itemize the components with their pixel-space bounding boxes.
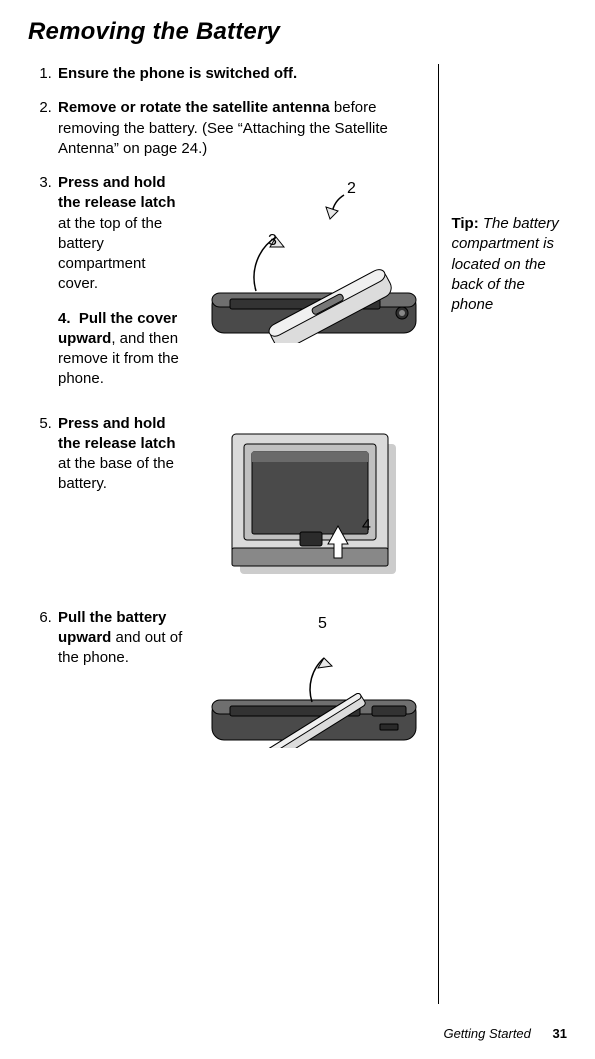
step-2: Remove or rotate the satellite antenna b… xyxy=(56,98,426,159)
figure-2: 4 xyxy=(214,414,414,584)
step-6-text: Pull the battery upward and out of the p… xyxy=(58,608,188,669)
step-3-4-text: Press and hold the release latch at the … xyxy=(58,173,188,390)
step-3-4-row: Press and hold the release latch at the … xyxy=(58,173,426,390)
figure-1-col: 2 3 xyxy=(202,173,426,343)
figure-3-label-5: 5 xyxy=(318,615,327,632)
step-6-row: Pull the battery upward and out of the p… xyxy=(58,608,426,748)
footer: Getting Started 31 xyxy=(443,1026,567,1041)
step-3: Press and hold the release latch at the … xyxy=(56,173,426,390)
figure-1: 2 3 xyxy=(204,173,424,343)
figure-2-col: 4 xyxy=(202,414,426,584)
footer-page: 31 xyxy=(553,1026,567,1041)
step-1-bold: Ensure the phone is switched off. xyxy=(58,65,297,82)
step-5-rest: at the base of the battery. xyxy=(58,455,174,492)
step-6: Pull the battery upward and out of the p… xyxy=(56,608,426,748)
tip: Tip: The battery compartment is located … xyxy=(451,214,567,315)
main-column: Ensure the phone is switched off. Remove… xyxy=(28,64,439,1004)
step-2-bold: Remove or rotate the satellite antenna xyxy=(58,99,330,116)
tip-column: Tip: The battery compartment is located … xyxy=(439,64,567,1004)
figure-1-label-3: 3 xyxy=(268,232,277,249)
figure-3: 5 xyxy=(204,608,424,748)
figure-2-label-4: 4 xyxy=(362,517,371,534)
figure-3-col: 5 xyxy=(202,608,426,748)
step-5: Press and hold the release latch at the … xyxy=(56,414,426,584)
step-1: Ensure the phone is switched off. xyxy=(56,64,426,84)
step-4-number: 4. xyxy=(58,310,79,327)
step-3-bold: Press and hold the release latch xyxy=(58,174,176,211)
footer-section: Getting Started xyxy=(443,1026,530,1041)
figure-1-label-2: 2 xyxy=(347,180,356,197)
page: Removing the Battery Ensure the phone is… xyxy=(0,0,595,1059)
step-5-row: Press and hold the release latch at the … xyxy=(58,414,426,584)
step-5-text: Press and hold the release latch at the … xyxy=(58,414,188,495)
content-row: Ensure the phone is switched off. Remove… xyxy=(28,64,567,1004)
step-3-rest: at the top of the battery compartment co… xyxy=(58,215,162,293)
steps-list: Ensure the phone is switched off. Remove… xyxy=(28,64,426,748)
tip-label: Tip: xyxy=(451,215,478,232)
step-5-bold: Press and hold the release latch xyxy=(58,415,176,452)
page-title: Removing the Battery xyxy=(28,18,567,46)
